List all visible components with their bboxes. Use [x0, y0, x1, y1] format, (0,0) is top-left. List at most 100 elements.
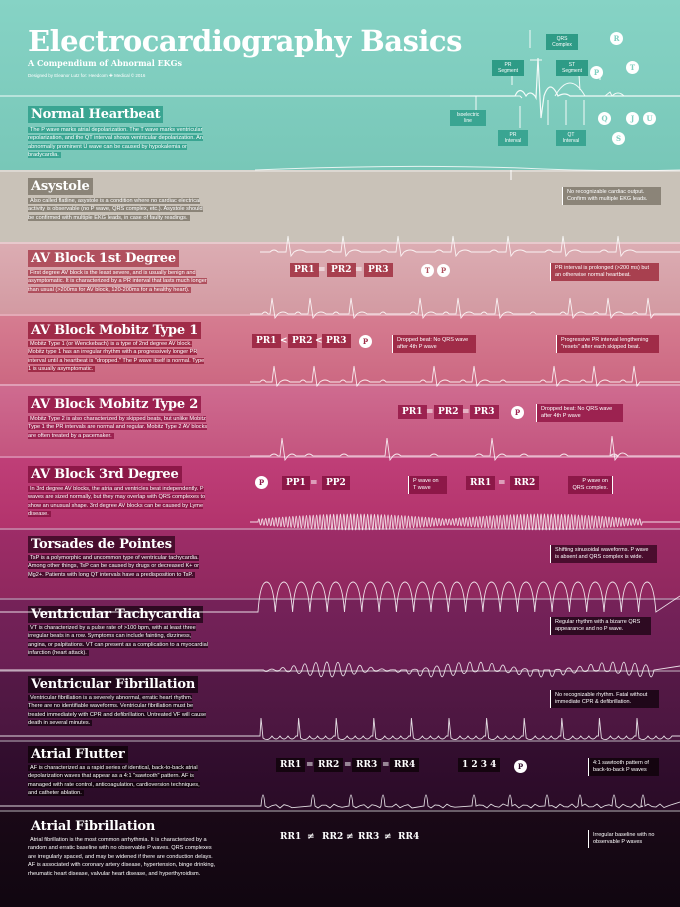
eq-mobitz2-pr2: PR2	[434, 405, 463, 419]
mobitz2-waveform	[250, 365, 680, 388]
normal-ecg-waveform	[0, 30, 680, 128]
vfib-waveform	[0, 661, 680, 678]
section-desc-normal: The P wave marks atrial depolarization. …	[28, 127, 203, 159]
wave-marker-t: T	[626, 61, 639, 74]
section-title-mobitz2: AV Block Mobitz Type 2	[28, 396, 202, 413]
section-title-av3: AV Block 3rd Degree	[28, 466, 182, 483]
marker-aflutter-p: P	[514, 760, 527, 773]
note-mobitz1-progressive: Progressive PR interval lengthening "res…	[556, 335, 659, 353]
eq-av3-pp2: PP2	[322, 476, 350, 490]
aflutter-waveform	[0, 717, 680, 741]
note-vtach: Regular rhythm with a bizarre QRS appear…	[550, 617, 651, 635]
section-title-vfib: Ventricular Fibrillation	[28, 676, 199, 693]
note-av3-p-on-qrs: P wave on QRS complex.	[568, 476, 613, 494]
wave-marker-p: P	[590, 66, 603, 79]
page-subtitle: A Compendium of Abnormal EKGs	[28, 58, 182, 68]
section-desc-vtach: VT is characterized by a pulse rate of >…	[28, 625, 208, 657]
section-title-aflutter: Atrial Flutter	[28, 746, 128, 763]
label-qt-interval: QT Interval	[556, 130, 586, 146]
note-torsades: Shifting sinusoidal waveforms. P wave is…	[550, 545, 657, 563]
eq-afib-op1: ≠	[307, 832, 315, 842]
note-asystole: No recognizable cardiac output. Confirm …	[562, 187, 661, 205]
eq-av3-rr2: RR2	[510, 476, 540, 490]
eq-av1-pr2: PR2	[327, 263, 356, 277]
av1-waveform	[260, 235, 680, 258]
eq-afib-op2: ≠	[346, 832, 354, 842]
eq-afib-rr4: RR4	[398, 832, 420, 842]
page-title: Electrocardiography Basics	[28, 24, 462, 58]
note-av3-p-on-t: P wave on T wave	[408, 476, 447, 494]
wave-marker-q: Q	[598, 112, 611, 125]
eq-afib-rr1: RR1	[280, 832, 302, 842]
section-title-normal: Normal Heartbeat	[28, 106, 164, 123]
flutter-wave-count: 1 2 3 4	[458, 758, 501, 772]
section-desc-mobitz2: Mobitz Type 2 is also characterized by s…	[28, 416, 208, 439]
section-desc-afib: Atrial fibrillation is the most common a…	[28, 837, 216, 877]
eq-aflutter-rr2: RR2	[314, 758, 344, 772]
eq-aflutter-op2: =	[344, 760, 352, 770]
section-title-mobitz1: AV Block Mobitz Type 1	[28, 322, 202, 339]
marker-av3-p: P	[255, 476, 268, 489]
note-av1: PR interval is prolonged (>200 ms) but a…	[550, 263, 659, 281]
eq-aflutter-rr1: RR1	[276, 758, 306, 772]
asystole-waveform	[254, 165, 680, 180]
note-vfib: No recognizable rhythm. Fatal without im…	[550, 690, 659, 708]
eq-av1-pr1: PR1	[290, 263, 319, 277]
eq-av1-pr3: PR3	[364, 263, 393, 277]
eq-mobitz1-op1: <	[280, 336, 288, 346]
wave-marker-j: J	[626, 112, 639, 125]
eq-av3-pp1: PP1	[282, 476, 310, 490]
section-title-av1: AV Block 1st Degree	[28, 250, 179, 267]
eq-afib-op3: ≠	[384, 832, 392, 842]
note-mobitz2-dropped: Dropped beat: No QRS wave after 4th P wa…	[536, 404, 623, 422]
marker-av1-p: P	[437, 264, 450, 277]
eq-mobitz1-op2: <	[315, 336, 323, 346]
section-desc-mobitz1: Mobitz Type 1 (or Wenckebach) is a type …	[28, 341, 205, 373]
section-desc-vfib: Ventricular fibrillation is a severely a…	[28, 695, 207, 727]
eq-av3-rr1: RR1	[466, 476, 496, 490]
note-afib: Irregular baseline with no observable P …	[588, 830, 659, 848]
credit-line: Designed by Eleanor Lutz for: Heedcom ✚ …	[28, 73, 146, 78]
torsades-waveform	[250, 513, 680, 531]
eq-aflutter-op1: =	[306, 760, 314, 770]
afib-waveform	[0, 794, 680, 809]
section-desc-av3: In 3rd degree AV blocks, the atria and v…	[28, 486, 206, 518]
eq-mobitz2-pr3: PR3	[470, 405, 499, 419]
section-desc-aflutter: AF is characterized as a rapid series of…	[28, 765, 200, 797]
eq-av1-op1: =	[318, 265, 326, 275]
section-title-afib: Atrial Fibrillation	[31, 819, 156, 834]
eq-afib-rr3: RR3	[358, 832, 380, 842]
note-mobitz1-dropped: Dropped beat: No QRS wave after 4th P wa…	[392, 335, 476, 353]
eq-av1-op2: =	[355, 265, 363, 275]
eq-mobitz1-pr2: PR2	[288, 334, 317, 348]
eq-mobitz2-op1: =	[426, 407, 434, 417]
section-desc-torsades: TsP is a polymorphic and uncommon type o…	[28, 555, 199, 578]
eq-aflutter-op3: =	[382, 760, 390, 770]
av3-waveform	[250, 435, 680, 462]
label-qrs-complex: QRS Complex	[546, 34, 578, 50]
eq-mobitz2-op2: =	[462, 407, 470, 417]
eq-afib-rr2: RR2	[322, 832, 344, 842]
marker-mobitz1-p: P	[359, 335, 372, 348]
label-pr-interval: PR Interval	[498, 130, 528, 146]
wave-marker-u: U	[643, 112, 656, 125]
section-desc-av1: First degree AV block is the least sever…	[28, 270, 207, 293]
vtach-waveform	[0, 581, 680, 613]
eq-av3-op2: =	[498, 478, 506, 488]
eq-mobitz1-pr1: PR1	[252, 334, 281, 348]
marker-mobitz2-p: P	[511, 406, 524, 419]
note-aflutter: 4:1 sawtooth pattern of back-to-back P w…	[588, 758, 659, 776]
eq-av3-op1: =	[310, 478, 318, 488]
label-isoelectric-line: Isoelectric line	[450, 110, 486, 126]
eq-mobitz2-pr1: PR1	[398, 405, 427, 419]
label-pr-segment: PR Segment	[492, 60, 524, 76]
band-afib	[0, 810, 680, 907]
wave-marker-r: R	[610, 32, 623, 45]
eq-aflutter-rr4: RR4	[390, 758, 420, 772]
label-st-segment: ST Segment	[556, 60, 588, 76]
marker-av1-t: T	[421, 264, 434, 277]
wave-marker-s: S	[612, 132, 625, 145]
eq-aflutter-rr3: RR3	[352, 758, 382, 772]
eq-mobitz1-pr3: PR3	[322, 334, 351, 348]
section-title-asystole: Asystole	[28, 178, 93, 195]
